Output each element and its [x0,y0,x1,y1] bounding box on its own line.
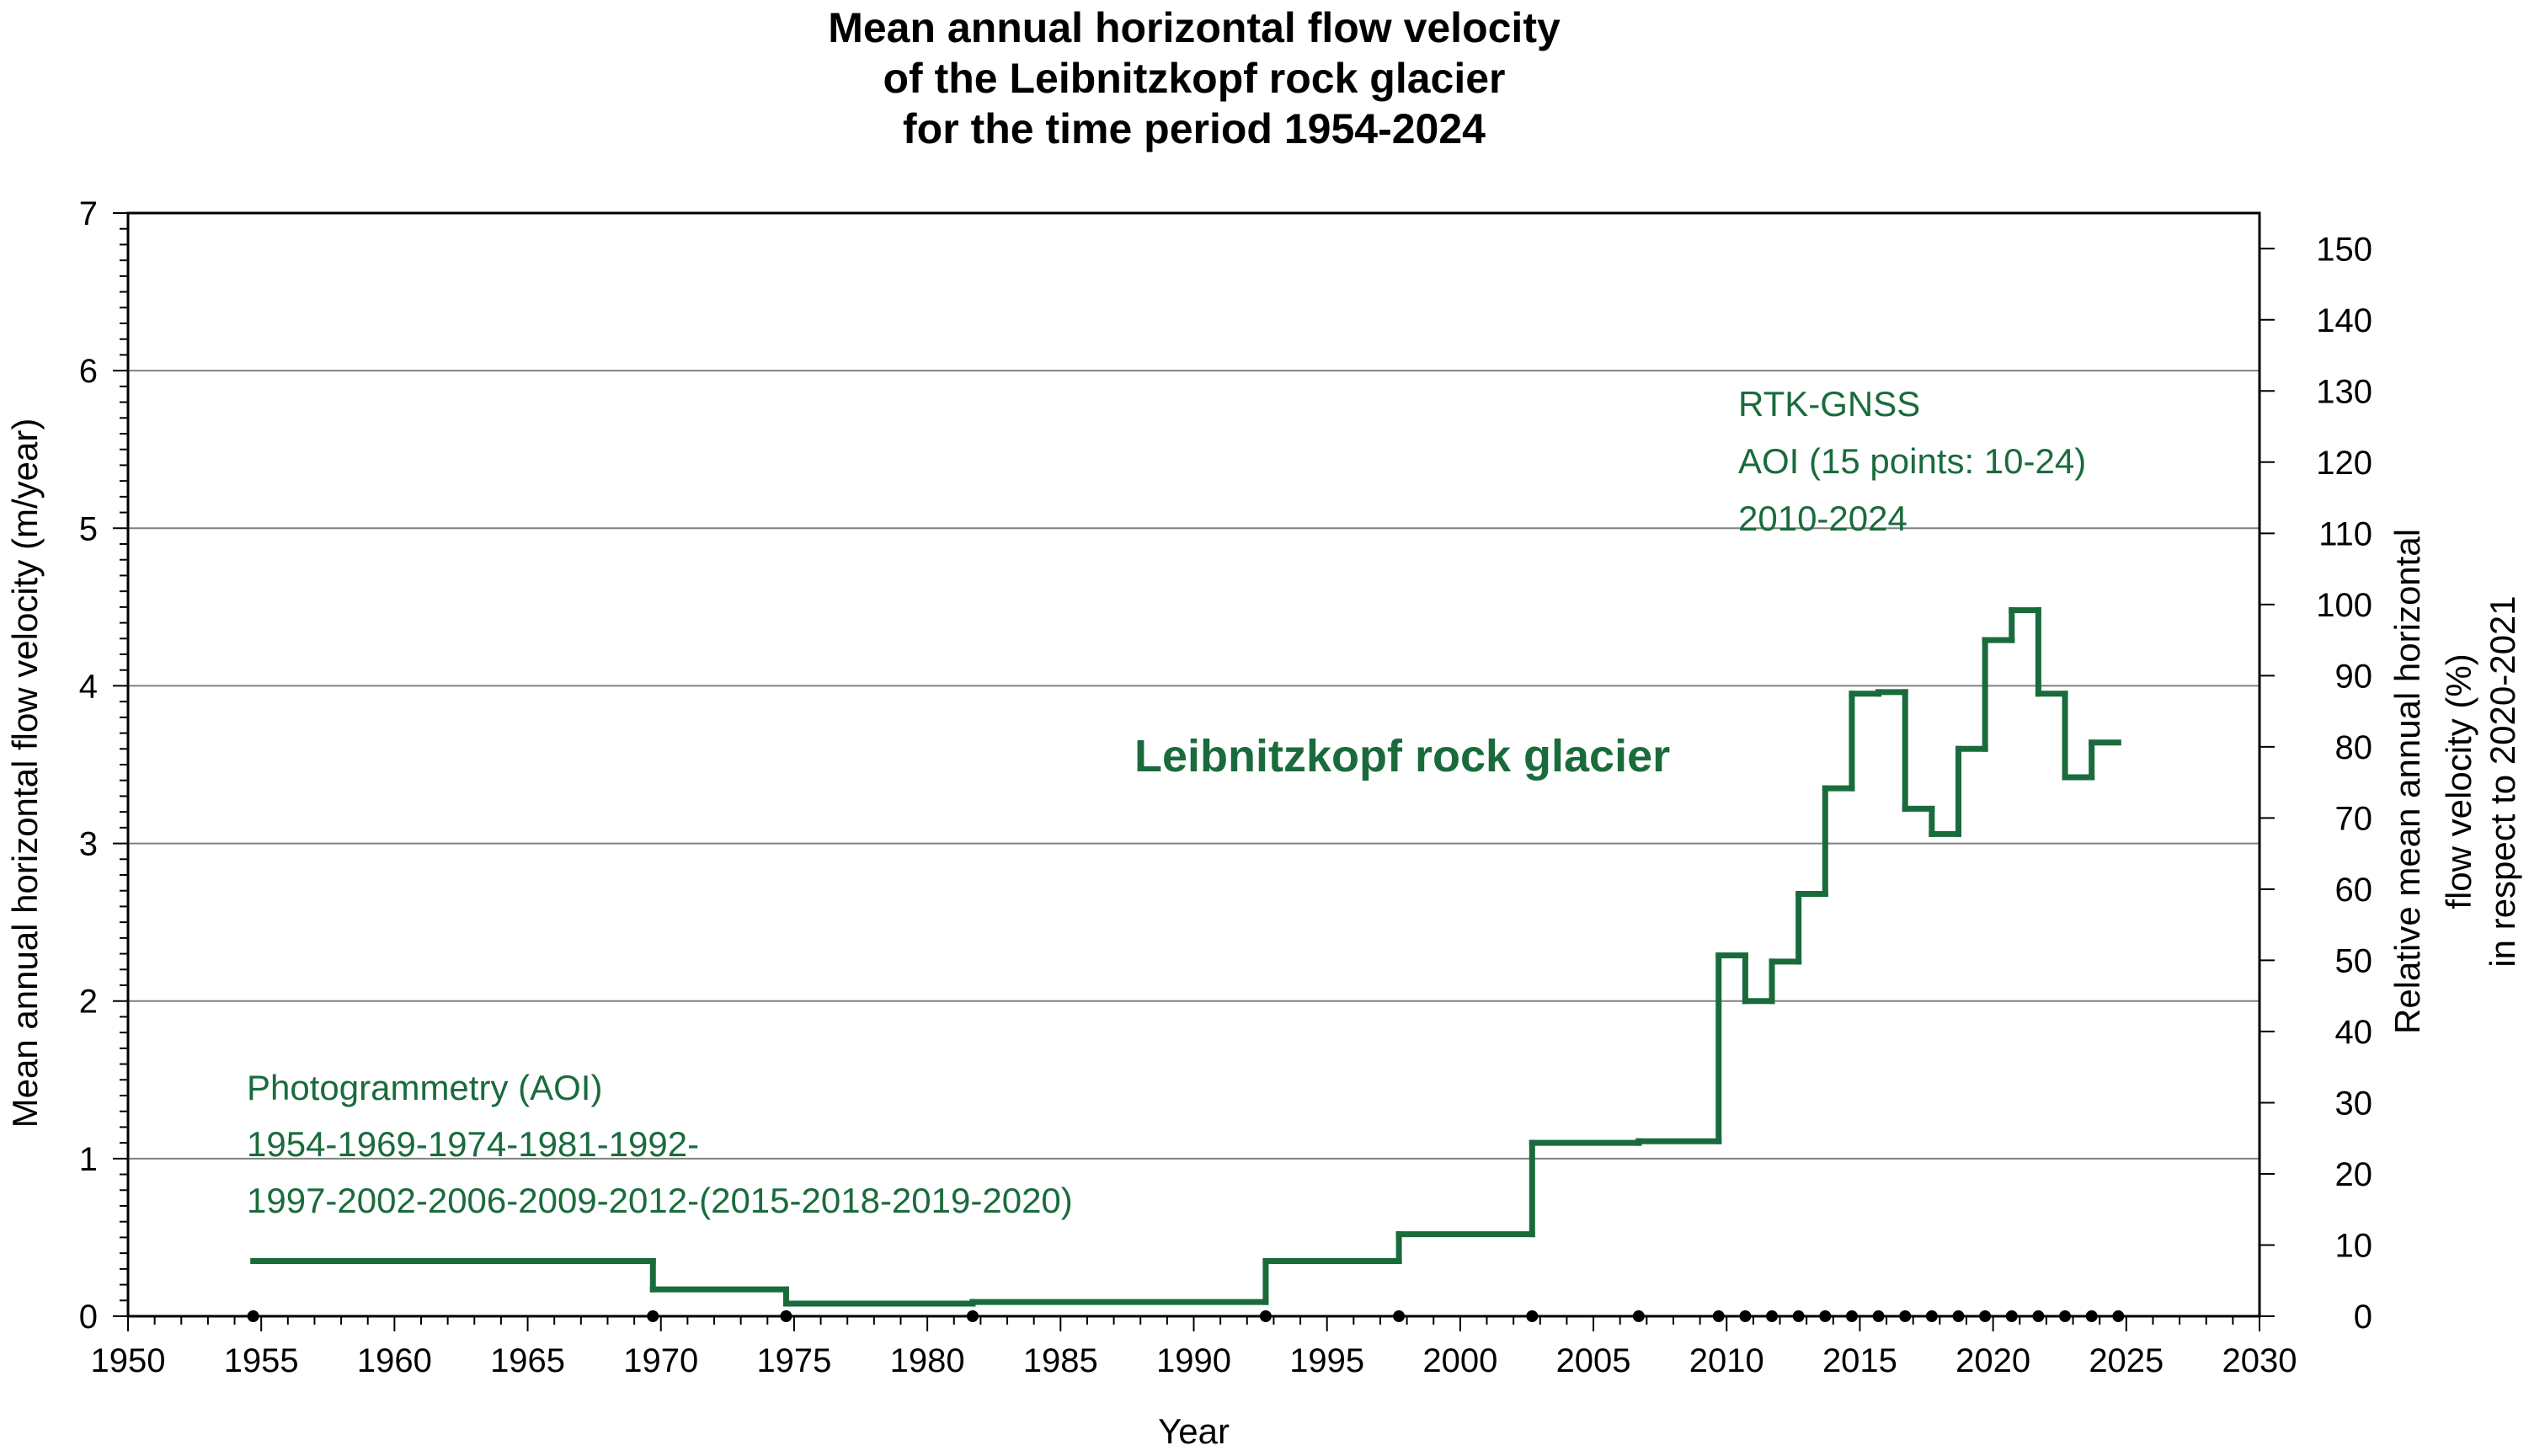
y2-axis-label-line: Relative mean annual horizontal [2388,529,2427,1034]
measurement-marker [647,1310,659,1322]
y2-tick-label: 30 [2335,1085,2373,1122]
measurement-marker [1712,1310,1725,1322]
y-tick-label: 4 [79,668,98,705]
x-tick-label: 2015 [1822,1342,1897,1379]
measurement-marker [2032,1310,2045,1322]
y2-tick-label: 40 [2335,1014,2373,1051]
measurement-marker [1979,1310,1992,1322]
x-tick-label: 2005 [1556,1342,1631,1379]
x-tick-label: 1975 [756,1342,831,1379]
measurement-marker [2059,1310,2072,1322]
x-tick-label: 1985 [1023,1342,1098,1379]
y2-tick-label: 70 [2335,800,2373,837]
measurement-marker [1845,1310,1858,1322]
y2-tick-label: 20 [2335,1156,2373,1193]
measurement-marker [1393,1310,1406,1322]
x-tick-label: 1970 [623,1342,698,1379]
measurement-marker [1819,1310,1832,1322]
measurement-marker [1872,1310,1885,1322]
y2-tick-label: 110 [2318,515,2372,552]
chart-title-line: for the time period 1954-2024 [903,105,1486,152]
photogrammetry-annotation-line: 1997-2002-2006-2009-2012-(2015-2018-2019… [247,1181,1073,1220]
y2-tick-label: 100 [2316,587,2372,624]
y2-axis-label-line: flow velocity (%) [2439,653,2478,909]
y2-tick-label: 90 [2335,658,2373,695]
measurement-marker [1259,1310,1272,1322]
y-tick-label: 1 [79,1141,98,1178]
series-leibnitzkopf [250,607,2121,1307]
y-tick-label: 5 [79,510,98,547]
measurement-marker [2085,1310,2098,1322]
measurement-marker [780,1310,792,1322]
y2-tick-label: 50 [2335,942,2373,979]
measurement-marker [1526,1310,1539,1322]
x-tick-label: 1995 [1289,1342,1364,1379]
measurement-marker [2005,1310,2018,1322]
x-tick-label: 2030 [2222,1342,2297,1379]
measurement-marker [2112,1310,2125,1322]
annotations: Leibnitzkopf rock glacier RTK-GNSS AOI (15… [247,384,2086,1220]
y-tick-label: 3 [79,826,98,863]
x-tick-label: 2010 [1689,1342,1764,1379]
rtk-annotation-line: 2010-2024 [1738,499,1907,538]
measurement-marker [1766,1310,1779,1322]
x-tick-label: 2025 [2089,1342,2164,1379]
x-tick-label: 2000 [1422,1342,1497,1379]
series-label: Leibnitzkopf rock glacier [1134,731,1670,781]
y2-axis-ticks: 0 10 20 30 40 50 60 70 80 90 100 110 120 130 140 150 [2260,231,2372,1336]
rtk-annotation-line: RTK-GNSS [1738,384,1920,424]
photogrammetry-annotation-line: 1954-1969-1974-1981-1992- [247,1124,699,1164]
y2-axis-label: Relative mean annual horizontal flow velo… [2388,529,2522,1034]
x-tick-label: 1950 [91,1342,166,1379]
x-tick-label: 1990 [1156,1342,1231,1379]
x-axis-label: Year [1158,1411,1230,1451]
y-tick-label: 2 [79,984,98,1021]
y-tick-label: 0 [79,1299,98,1336]
measurement-marker [966,1310,979,1322]
x-tick-label: 1965 [490,1342,565,1379]
y2-tick-label: 120 [2316,445,2372,482]
rtk-annotation-line: AOI (15 points: 10-24) [1738,441,2086,481]
x-tick-label: 2020 [1955,1342,2030,1379]
measurement-marker [1899,1310,1912,1322]
measurement-marker [1925,1310,1938,1322]
y2-tick-label: 80 [2335,729,2373,766]
y2-tick-label: 140 [2316,302,2372,339]
y2-tick-label: 130 [2316,373,2372,410]
y-axis-label: Mean annual horizontal flow velocity (m/… [5,419,45,1128]
measurement-marker [1739,1310,1752,1322]
x-axis-ticks: 1950 1955 1960 1965 1970 1975 1980 1985 1990 1995… [91,1316,2297,1379]
y2-tick-label: 10 [2335,1227,2373,1264]
x-tick-label: 1955 [224,1342,299,1379]
photogrammetry-annotation-line: Photogrammetry (AOI) [247,1068,602,1107]
measurement-marker [247,1310,259,1322]
measurement-marker [1792,1310,1805,1322]
x-tick-label: 1980 [890,1342,965,1379]
measurement-marker [1952,1310,1965,1322]
gridlines [128,370,2260,1160]
y2-tick-label: 60 [2335,872,2373,909]
y-tick-label: 7 [79,195,98,232]
measurement-marker [1632,1310,1645,1322]
chart-title-line: of the Leibnitzkopf rock glacier [883,55,1506,102]
y2-tick-label: 150 [2316,231,2372,268]
y-axis-ticks: 0 1 2 3 4 5 6 7 [79,195,128,1336]
chart-title-line: Mean annual horizontal flow velocity [828,4,1561,51]
measurement-markers [247,1310,2125,1322]
x-tick-label: 1960 [357,1342,432,1379]
y2-tick-label: 0 [2354,1299,2372,1336]
y-tick-label: 6 [79,353,98,390]
y2-axis-label-line: in respect to 2020-2021 [2483,595,2522,967]
